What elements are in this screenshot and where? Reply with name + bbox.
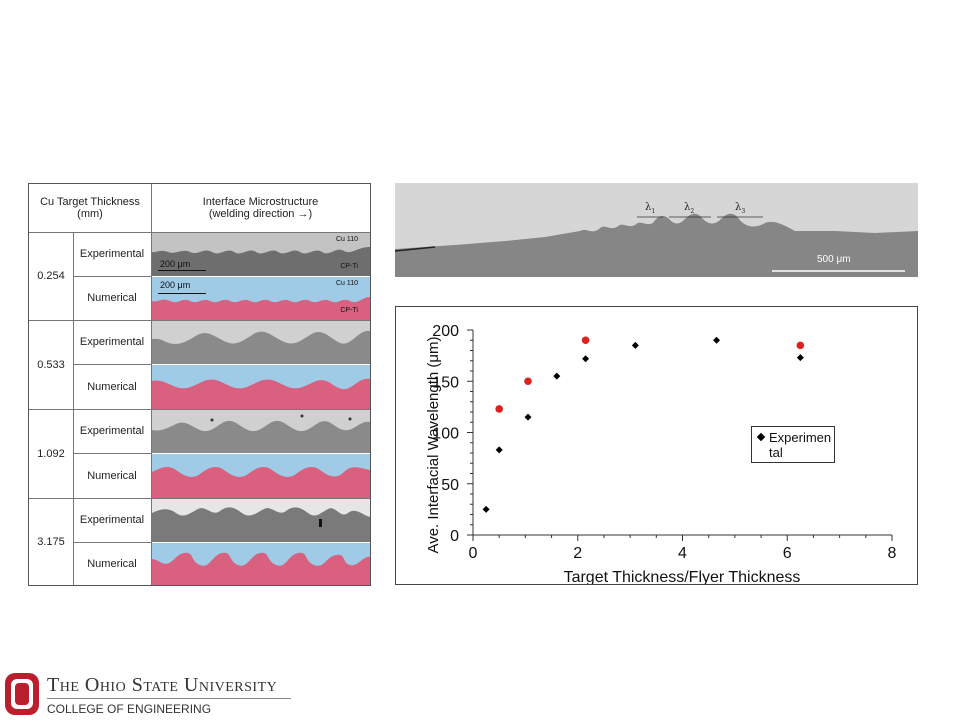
header-microstructure: Interface Microstructure (welding direct… [151, 184, 370, 232]
lambda-1-subscript: 1 [651, 208, 656, 215]
numerical-point [495, 405, 503, 413]
row-0-exp-material-bottom: CP-Ti [340, 263, 358, 270]
chart-legend: Experimental [751, 426, 835, 463]
row-0-experimental-image: Cu 110 CP-Ti 200 μm [152, 233, 370, 276]
x-axis-label: Target Thickness/Flyer Thickness [564, 569, 801, 584]
lambda-1-symbol: λ [645, 202, 652, 213]
legend-item-experimental: Experimental [756, 430, 834, 460]
wavelength-chart: 0 2 4 6 8 0 50 100 150 200 Ave. Interfacial Wavel… [395, 306, 918, 586]
footer-divider [47, 698, 291, 699]
lambda-3-symbol: λ [735, 202, 742, 213]
y-tick-label: 200 [432, 323, 459, 340]
lambda-3-label: λ3 [735, 202, 745, 215]
microstructure-table: Cu Target Thickness (mm) Interface Micro… [28, 183, 371, 586]
experimental-point [495, 446, 503, 454]
x-tick-label: 4 [678, 545, 687, 562]
row-2-numerical-image [152, 454, 370, 498]
numerical-point [524, 377, 532, 386]
row-1-numerical-label: Numerical [87, 380, 137, 393]
college-name: COLLEGE OF ENGINEERING [47, 702, 212, 716]
row-3-numerical-label: Numerical [87, 557, 137, 570]
numerical-point [581, 336, 590, 345]
y-tick-label: 0 [450, 528, 459, 545]
header-micro-line2: (welding direction →) [208, 208, 313, 220]
experimental-point [553, 372, 561, 380]
ohio-state-logo-icon [4, 672, 40, 716]
row-0-exp-material-top: Cu 110 [335, 236, 358, 243]
row-3-numerical-image [152, 543, 370, 585]
row-0-numerical-label: Numerical [87, 292, 137, 304]
row-2-numerical-label: Numerical [87, 469, 137, 482]
x-tick-label: 2 [573, 545, 582, 562]
lambda-1-label: λ1 [645, 202, 655, 215]
experimental-point [524, 413, 532, 421]
row-0-num-material-bottom: CP-Ti [340, 307, 358, 314]
experimental-point [796, 354, 804, 362]
row-0-num-scale-label: 200 μm [160, 280, 191, 290]
experimental-point [631, 341, 639, 349]
experimental-point [582, 355, 590, 363]
y-tick-label: 100 [432, 426, 459, 443]
row-1-experimental-image [152, 321, 370, 364]
lambda-2-symbol: λ [684, 202, 691, 213]
row-thickness-3: 3.175 [37, 535, 65, 548]
experimental-point [713, 336, 721, 344]
row-0-num-material-top: Cu 110 [335, 280, 358, 287]
numerical-point [796, 341, 805, 350]
interface-micrograph: λ1 λ2 λ3 500 μm [395, 183, 918, 277]
row-0-experimental-label: Experimental [79, 248, 145, 260]
y-tick-label: 50 [441, 477, 459, 494]
row-thickness-0: 0.254 [37, 270, 65, 282]
x-tick-label: 6 [783, 545, 792, 562]
chart-svg: 0 2 4 6 8 0 50 100 150 200 Ave. Interfacial Wavel… [425, 323, 897, 586]
row-0-exp-scalebar [158, 270, 206, 271]
data-points [482, 336, 805, 513]
lambda-3-subscript: 3 [741, 208, 746, 215]
row-1-numerical-image [152, 365, 370, 409]
university-name: The Ohio State University [47, 674, 278, 696]
header-thickness: Cu Target Thickness (mm) [40, 196, 140, 220]
tick-labels: 0 2 4 6 8 0 50 100 150 200 [432, 323, 896, 562]
row-0-exp-scale-label: 200 μm [160, 259, 191, 269]
header-micro-line1: Interface Microstructure [202, 196, 319, 208]
legend-label: Experimental [769, 430, 832, 460]
micrograph-scale-label: 500 μm [817, 254, 851, 265]
row-3-experimental-label: Experimental [79, 514, 145, 526]
row-thickness-1: 0.533 [37, 358, 65, 371]
lambda-2-label: λ2 [684, 202, 694, 215]
x-tick-label: 0 [469, 545, 478, 562]
experimental-point [482, 505, 490, 513]
row-0-numerical-image: Cu 110 CP-Ti 200 μm [152, 277, 370, 320]
row-0-num-scalebar [158, 293, 206, 294]
row-3-experimental-image [152, 499, 370, 542]
lambda-2-subscript: 2 [690, 208, 695, 215]
legend-diamond-icon [756, 432, 766, 442]
row-2-experimental-label: Experimental [79, 425, 145, 437]
x-tick-label: 8 [888, 545, 897, 562]
y-axis-label: Ave. Interfacial Wavelength (μm) [425, 336, 442, 553]
row-1-experimental-label: Experimental [79, 336, 145, 348]
y-tick-label: 150 [432, 374, 459, 391]
axis-ticks [467, 329, 893, 541]
row-2-experimental-image [152, 410, 370, 453]
row-thickness-2: 1.092 [37, 447, 65, 460]
